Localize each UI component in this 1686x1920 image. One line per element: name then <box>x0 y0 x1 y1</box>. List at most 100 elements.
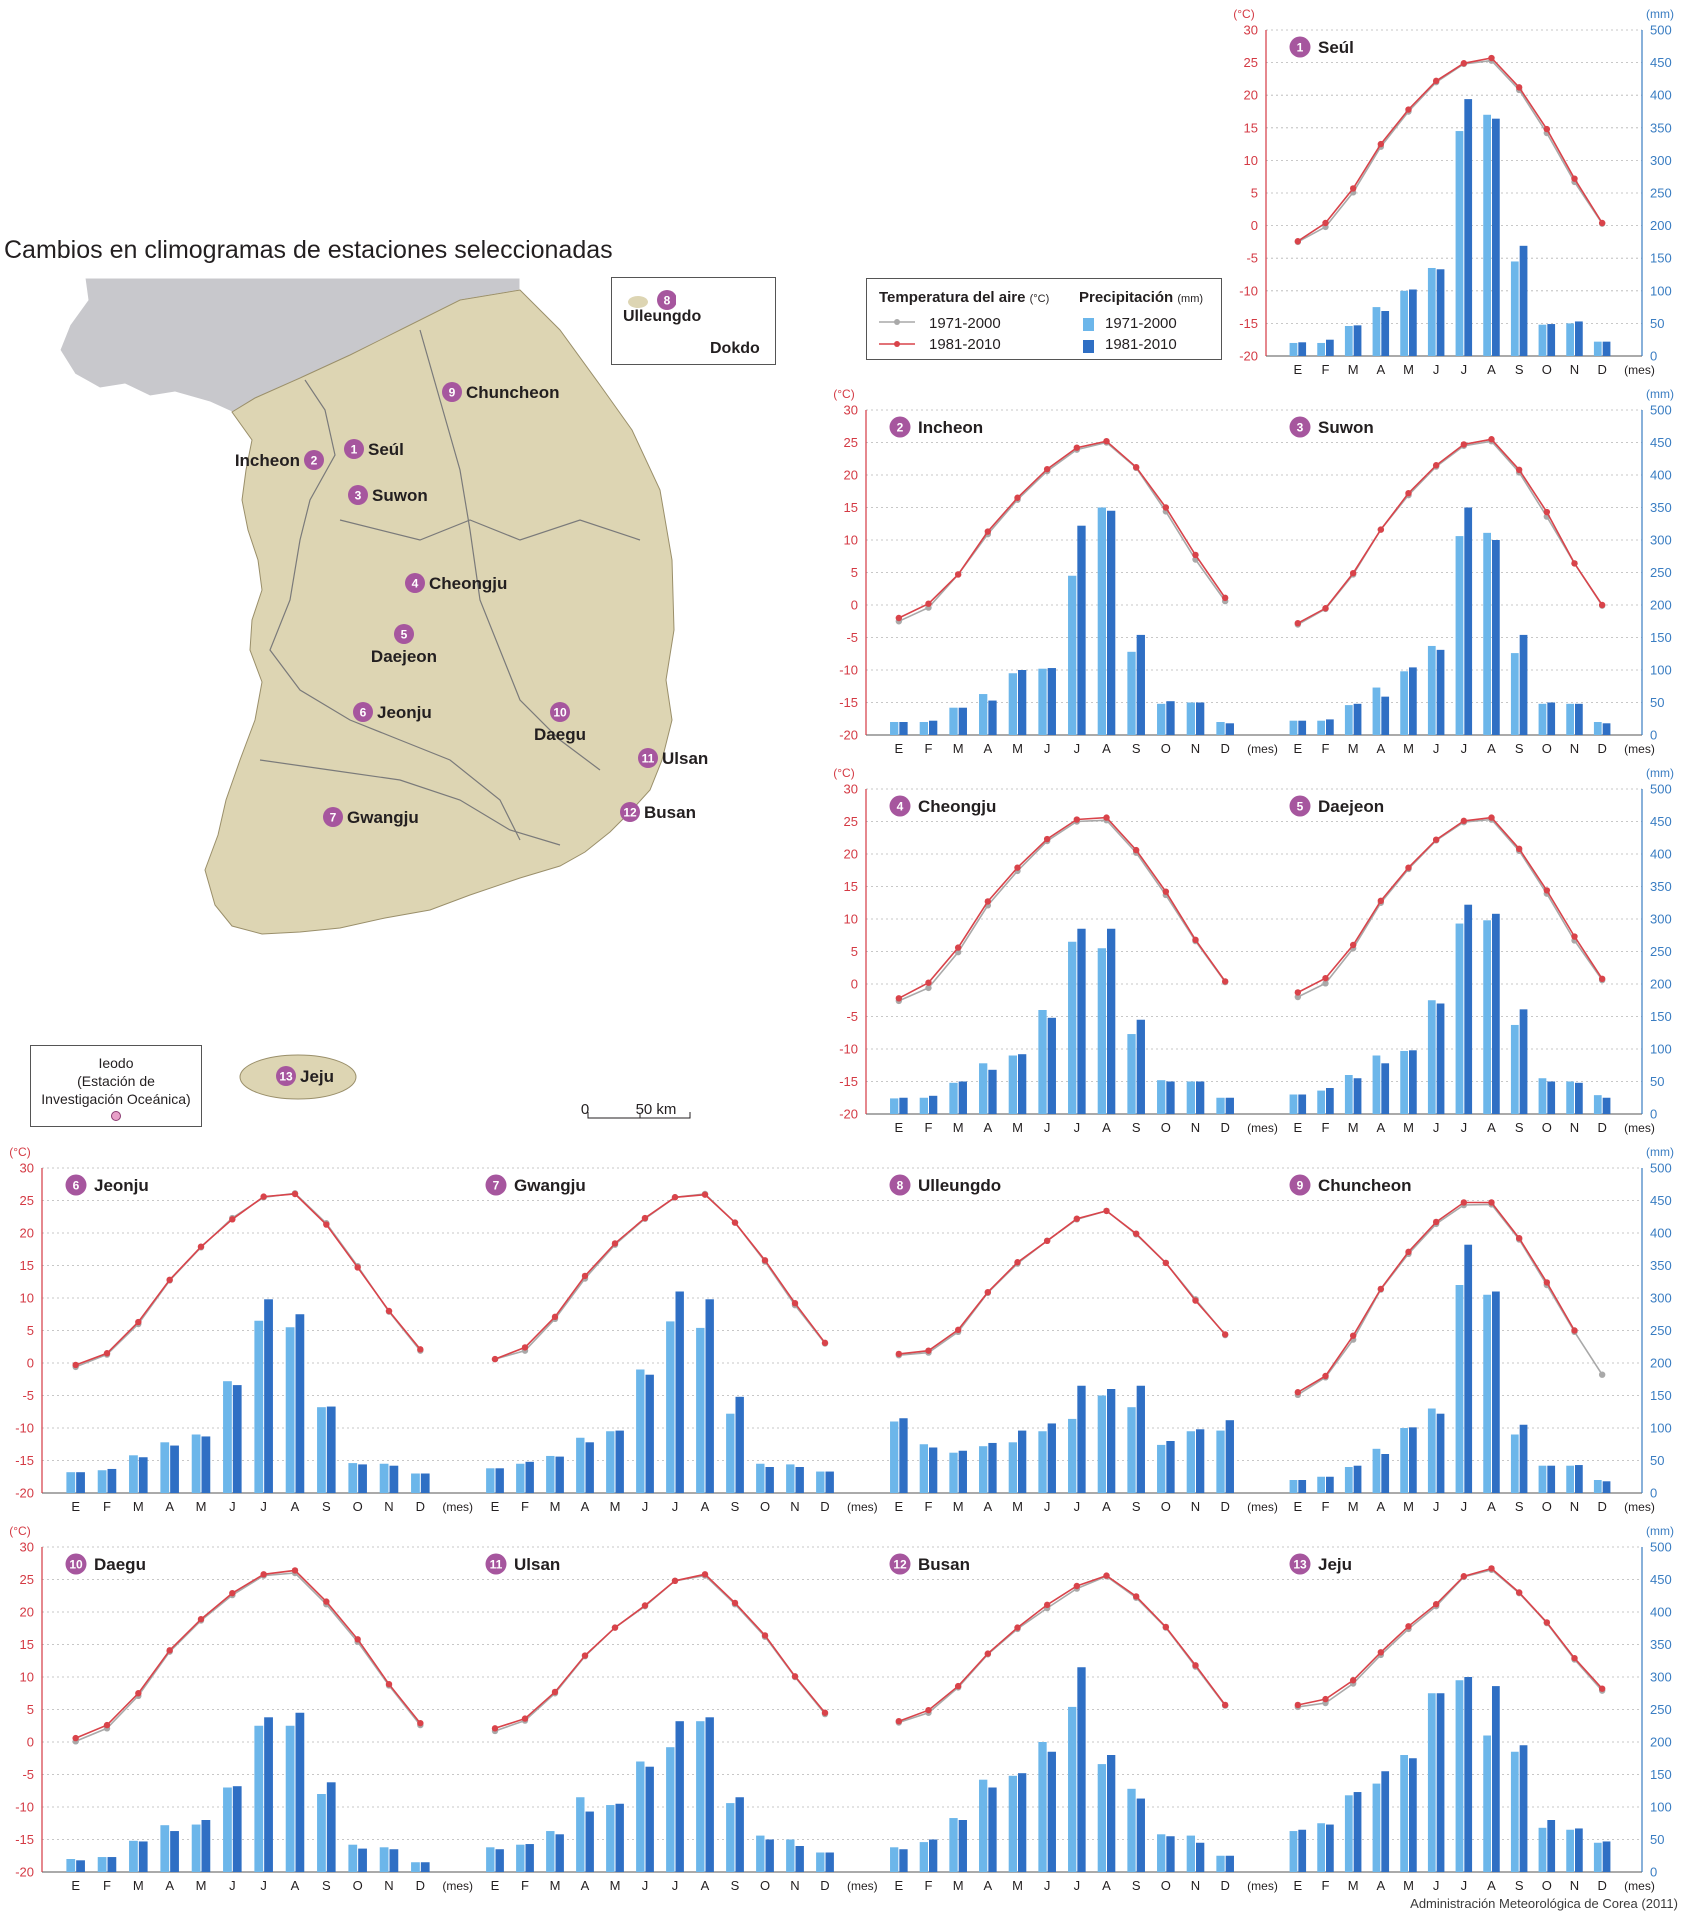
map-station-gwangju: 7 Gwangju <box>323 807 419 827</box>
precip-axis-unit: (mm) <box>1646 1145 1674 1159</box>
temp-1981-2010-point <box>229 1216 236 1223</box>
temp-1981-2010-point <box>1377 140 1385 148</box>
jeju-island <box>239 1054 357 1100</box>
precip-tick-label: 250 <box>1650 186 1672 201</box>
precip-bar-1981-2010 <box>326 1406 336 1493</box>
precip-tick-label: 350 <box>1650 1637 1672 1652</box>
temp-tick-label: 25 <box>844 814 858 829</box>
precip-bar-1981-2010 <box>988 1069 997 1114</box>
month-tick-label: D <box>1597 1878 1606 1893</box>
month-tick-label: A <box>1376 741 1385 756</box>
station-badge-circle <box>550 702 570 722</box>
temp-1981-2010-point <box>1405 1623 1412 1630</box>
ieodo-marker <box>111 1111 121 1121</box>
month-tick-label: J <box>1433 362 1440 377</box>
precip-bar-1981-2010 <box>1326 1476 1334 1493</box>
precip-bar-1971-2000 <box>1157 1080 1166 1114</box>
station-badge-circle <box>394 624 414 644</box>
station-number-badge <box>65 1174 87 1196</box>
temp-1981-2010-point <box>1377 1649 1385 1656</box>
precip-bar-1981-2010 <box>389 1849 399 1872</box>
temp-tick-label: 30 <box>844 403 858 418</box>
month-tick-label: F <box>925 741 933 756</box>
month-tick-label: F <box>1322 362 1330 377</box>
temp-1981-2010-point <box>103 1721 111 1729</box>
precip-bar-1971-2000 <box>1317 1476 1325 1493</box>
month-tick-label: O <box>1542 1499 1552 1514</box>
month-tick-label: A <box>291 1499 300 1514</box>
precip-bar-1981-2010 <box>1575 1465 1583 1493</box>
month-tick-label: M <box>610 1499 621 1514</box>
precip-bar-1971-2000 <box>1344 1467 1353 1493</box>
precip-bar-1971-2000 <box>1372 307 1381 356</box>
precip-tick-label: 50 <box>1650 695 1664 710</box>
precip-bar-1971-2000 <box>411 1473 420 1493</box>
temp-1981-2010-point <box>72 1361 79 1369</box>
precip-bar-1981-2010 <box>1077 525 1086 735</box>
month-tick-label: M <box>1403 741 1414 756</box>
precip-bar-1971-2000 <box>979 1779 988 1872</box>
station-number-badge <box>1289 795 1311 817</box>
month-tick-label: E <box>1293 741 1302 756</box>
month-tick-label: S <box>1515 1878 1524 1893</box>
temp-1981-2010-point <box>984 528 992 535</box>
precip-bar-1971-2000 <box>1186 1835 1195 1872</box>
temp-tick-label: 30 <box>20 1161 34 1176</box>
precip-bar-1981-2010 <box>1196 702 1205 735</box>
temp-1981-2010-line <box>898 440 1226 619</box>
precip-bar-1971-2000 <box>1427 267 1436 356</box>
precip-bar-1981-2010 <box>170 1445 179 1493</box>
temp-tick-label: 5 <box>27 1323 34 1338</box>
temp-tick-label: -5 <box>22 1388 34 1403</box>
precip-tick-label: 500 <box>1650 23 1672 38</box>
precip-bar-1971-2000 <box>1289 342 1298 356</box>
month-tick-label: D <box>1220 1499 1229 1514</box>
temp-tick-label: 5 <box>851 944 858 959</box>
source-note: Administración Meteorológica de Corea (2… <box>1410 1896 1678 1911</box>
temp-1981-2010-point <box>1192 1662 1199 1669</box>
precip-tick-label: 250 <box>1650 565 1672 580</box>
precip-bar-1981-2010 <box>795 1846 804 1872</box>
precip-bar-1971-2000 <box>1538 1078 1547 1114</box>
precip-tick-label: 450 <box>1650 1572 1672 1587</box>
climograph-busan: E F M A M J J A S O N D (mes) 12 Busan <box>889 1553 1278 1893</box>
temp-1981-2010-point <box>1073 1582 1081 1590</box>
temp-1981-2010-point <box>1488 1565 1495 1572</box>
temp-1981-2010-line <box>898 1210 1226 1355</box>
temp-1981-2010-point <box>1192 551 1199 559</box>
month-tick-label: E <box>894 1499 903 1514</box>
temp-1981-2010-point <box>1405 106 1412 113</box>
temp-tick-label: 10 <box>844 912 858 927</box>
temp-1981-2010-point <box>1460 817 1468 825</box>
precip-bar-1981-2010 <box>899 1097 908 1114</box>
precip-tick-label: 300 <box>1650 1670 1672 1685</box>
precip-bar-1971-2000 <box>1400 1755 1408 1872</box>
month-tick-label: O <box>353 1499 363 1514</box>
month-tick-label: D <box>1597 362 1606 377</box>
ulleungdo-inset: 8 Ulleungdo Dokdo <box>611 277 776 365</box>
precip-tick-label: 150 <box>1650 630 1672 645</box>
month-tick-label: E <box>1293 1499 1302 1514</box>
temp-1971-2000-line <box>1297 1203 1603 1396</box>
temp-1981-2010-point <box>1377 897 1385 904</box>
precip-bar-1981-2010 <box>929 1095 938 1114</box>
temp-1981-2010-point <box>551 1313 559 1321</box>
month-tick-label: M <box>1403 362 1414 377</box>
precip-tick-label: 450 <box>1650 1193 1672 1208</box>
temp-1971-2000-line <box>75 1192 421 1368</box>
month-tick-label: N <box>790 1878 799 1893</box>
month-tick-label: A <box>581 1499 590 1514</box>
precip-bar-1981-2010 <box>1107 1755 1116 1872</box>
precip-bar-1981-2010 <box>705 1717 714 1872</box>
precip-bar-1981-2010 <box>1381 311 1390 356</box>
precip-bar-1971-2000 <box>191 1824 201 1872</box>
temp-1981-2010-point <box>521 1344 529 1351</box>
month-tick-label: D <box>1220 1878 1229 1893</box>
month-tick-label: D <box>1597 1120 1606 1135</box>
temp-1981-2010-point <box>197 1243 205 1250</box>
month-tick-label: D <box>1220 741 1229 756</box>
temp-1971-2000-line <box>898 441 1226 623</box>
